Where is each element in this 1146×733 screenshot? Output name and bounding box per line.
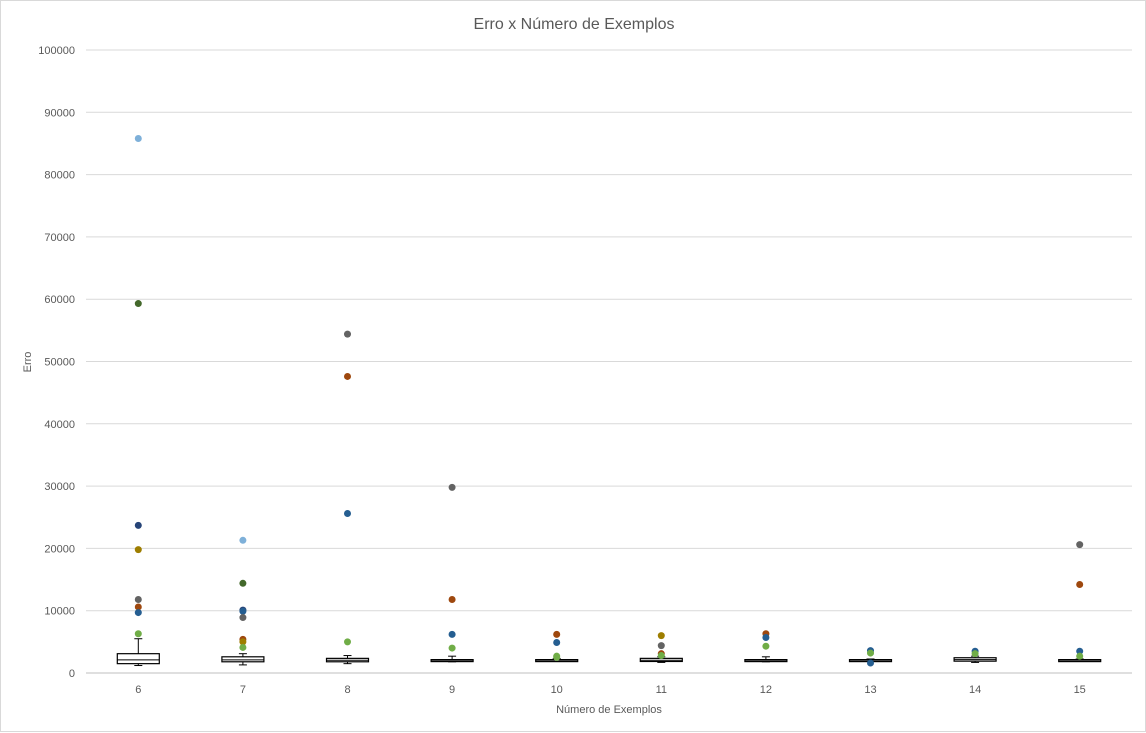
x-tick-label: 15 bbox=[1074, 684, 1086, 696]
outlier-point bbox=[1076, 652, 1084, 660]
outlier-point bbox=[134, 521, 142, 529]
y-tick-label: 100000 bbox=[38, 45, 75, 57]
outlier-point bbox=[448, 630, 456, 638]
outlier-point bbox=[762, 633, 770, 641]
y-tick-label: 10000 bbox=[44, 606, 75, 618]
y-tick-label: 90000 bbox=[44, 107, 75, 119]
y-tick-label: 50000 bbox=[44, 357, 75, 369]
outlier-point bbox=[971, 650, 979, 658]
box-9 bbox=[430, 655, 474, 663]
outlier-point bbox=[134, 134, 142, 142]
x-tick-label: 13 bbox=[864, 684, 876, 696]
outlier-point bbox=[1076, 647, 1084, 655]
outlier-point bbox=[344, 330, 351, 338]
outlier-point bbox=[134, 300, 142, 308]
box-7 bbox=[221, 653, 265, 666]
outlier-point bbox=[239, 614, 247, 622]
outlier-point bbox=[239, 579, 247, 587]
outlier-point bbox=[657, 652, 665, 660]
outlier-point bbox=[239, 607, 247, 615]
y-axis-label: Erro bbox=[22, 352, 34, 373]
outlier-point bbox=[867, 659, 874, 667]
y-tick-label: 0 bbox=[69, 668, 75, 680]
outlier-points bbox=[134, 134, 1084, 667]
x-tick-label: 12 bbox=[760, 684, 772, 696]
y-tick-label: 40000 bbox=[44, 419, 75, 431]
box-12 bbox=[744, 656, 788, 663]
x-tick-label: 6 bbox=[135, 684, 141, 696]
box-6 bbox=[116, 638, 160, 667]
box-iqr bbox=[116, 653, 160, 665]
outlier-point bbox=[134, 595, 142, 603]
outlier-point bbox=[1076, 541, 1084, 549]
y-tick-label: 30000 bbox=[44, 481, 75, 493]
y-tick-label: 60000 bbox=[44, 294, 75, 306]
y-axis-ticks: 0 10000 20000 30000 40000 50000 60000 70000 8000… bbox=[38, 45, 75, 680]
outlier-point bbox=[134, 630, 142, 638]
outlier-point bbox=[239, 638, 247, 646]
box-14 bbox=[953, 655, 997, 663]
x-tick-label: 11 bbox=[656, 684, 667, 696]
outlier-point bbox=[448, 595, 456, 603]
outlier-point bbox=[867, 649, 874, 657]
box-series bbox=[116, 638, 1102, 667]
box-iqr bbox=[221, 656, 265, 663]
outlier-point bbox=[553, 630, 561, 638]
box-8 bbox=[325, 655, 370, 665]
outlier-point bbox=[344, 510, 351, 518]
outlier-point bbox=[239, 643, 247, 651]
x-tick-label: 14 bbox=[969, 684, 981, 696]
x-tick-label: 7 bbox=[240, 684, 246, 696]
outlier-point bbox=[657, 642, 665, 650]
outlier-point bbox=[762, 642, 770, 650]
outlier-point bbox=[448, 644, 456, 652]
outlier-point bbox=[448, 483, 456, 491]
outlier-point bbox=[1076, 581, 1084, 589]
y-tick-label: 20000 bbox=[44, 543, 75, 555]
x-axis-ticks: 6 7 8 9 10 11 12 13 14 15 bbox=[135, 684, 1086, 696]
outlier-point bbox=[553, 653, 561, 661]
outlier-point bbox=[134, 546, 142, 554]
outlier-point bbox=[657, 632, 665, 640]
y-tick-label: 70000 bbox=[44, 232, 75, 244]
gridlines bbox=[86, 49, 1132, 674]
outlier-point bbox=[553, 638, 561, 646]
x-tick-label: 9 bbox=[449, 684, 455, 696]
x-tick-label: 8 bbox=[344, 684, 350, 696]
y-tick-label: 80000 bbox=[44, 170, 75, 182]
outlier-point bbox=[134, 603, 142, 611]
outlier-point bbox=[239, 536, 247, 544]
x-tick-label: 10 bbox=[551, 684, 563, 696]
outlier-point bbox=[344, 638, 351, 646]
x-axis-label: Número de Exemplos bbox=[556, 704, 662, 716]
chart-title: Erro x Número de Exemplos bbox=[474, 16, 675, 33]
outlier-point bbox=[344, 372, 351, 380]
outlier-point bbox=[134, 609, 142, 617]
